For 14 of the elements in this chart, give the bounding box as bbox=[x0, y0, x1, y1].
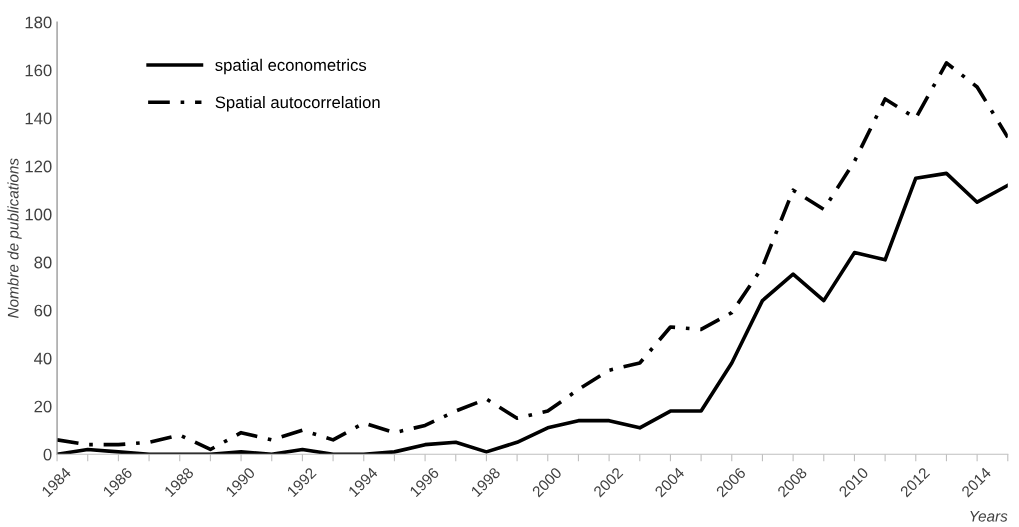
y-tick-label: 180 bbox=[25, 16, 52, 29]
y-tick-label: 0 bbox=[43, 448, 52, 461]
y-tick-label: 60 bbox=[34, 304, 52, 317]
y-tick-label: 160 bbox=[25, 64, 52, 77]
y-tick-label: 100 bbox=[25, 208, 52, 221]
y-tick-label: 40 bbox=[34, 352, 52, 365]
legend-label: Spatial autocorrelation bbox=[215, 95, 380, 112]
y-tick-label: 120 bbox=[25, 160, 52, 173]
y-axis-title: Nombre de publications bbox=[7, 158, 22, 318]
legend-label: spatial econometrics bbox=[215, 58, 367, 75]
y-tick-label: 20 bbox=[34, 400, 52, 413]
y-tick-label: 140 bbox=[25, 112, 52, 125]
y-tick-label: 80 bbox=[34, 256, 52, 269]
x-axis-title: Years bbox=[970, 511, 1008, 522]
